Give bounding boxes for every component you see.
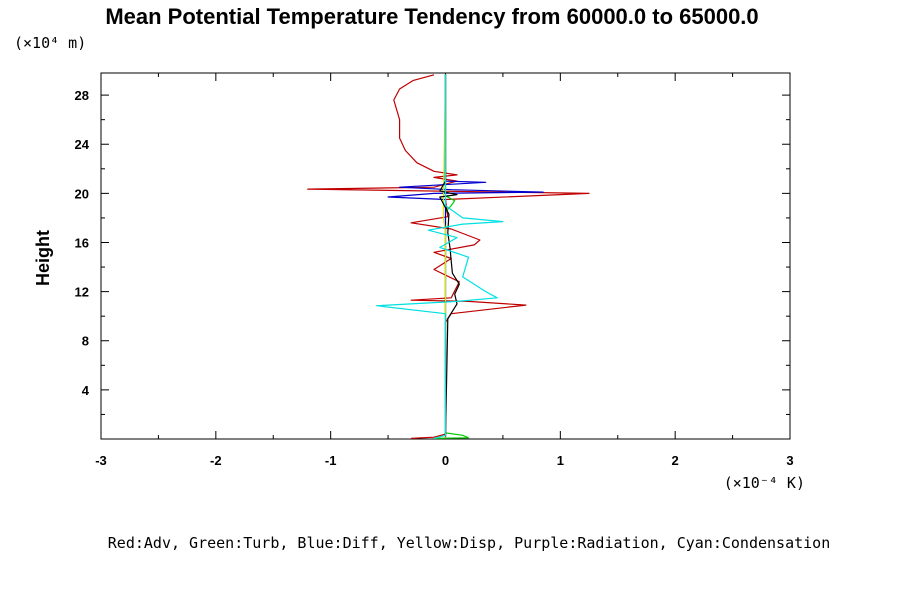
series-line-0: [307, 74, 590, 439]
series-line-2: [387, 74, 544, 438]
y-scale-label: (×10⁴ m): [14, 34, 86, 52]
x-tick-label: 3: [786, 453, 793, 468]
x-tick-label: 2: [672, 453, 679, 468]
y-tick-label: 8: [82, 334, 89, 349]
series-lines: [307, 74, 590, 439]
x-scale-label: (×10⁻⁴ K): [724, 474, 805, 492]
x-tick-label: -2: [210, 453, 222, 468]
series-line-5: [376, 74, 504, 439]
x-tick-labels: -3 -2 -1 0 1 2 3: [95, 453, 793, 468]
x-tick-label: 1: [557, 453, 564, 468]
y-tick-label: 24: [75, 137, 90, 152]
y-axis-label: Height: [33, 230, 53, 286]
axis-ticks: [100, 73, 791, 439]
y-tick-label: 4: [82, 383, 90, 398]
x-tick-label: 0: [442, 453, 449, 468]
y-tick-label: 12: [75, 285, 89, 300]
x-tick-label: -3: [95, 453, 107, 468]
y-tick-label: 28: [75, 88, 89, 103]
x-tick-label: -1: [325, 453, 337, 468]
y-tick-labels: 4 8 12 16 20 24 28: [75, 88, 90, 398]
chart-title: Mean Potential Temperature Tendency from…: [105, 4, 758, 29]
y-tick-label: 20: [75, 186, 89, 201]
legend-text: Red:Adv, Green:Turb, Blue:Diff, Yellow:D…: [108, 534, 830, 552]
y-tick-label: 16: [75, 235, 89, 250]
